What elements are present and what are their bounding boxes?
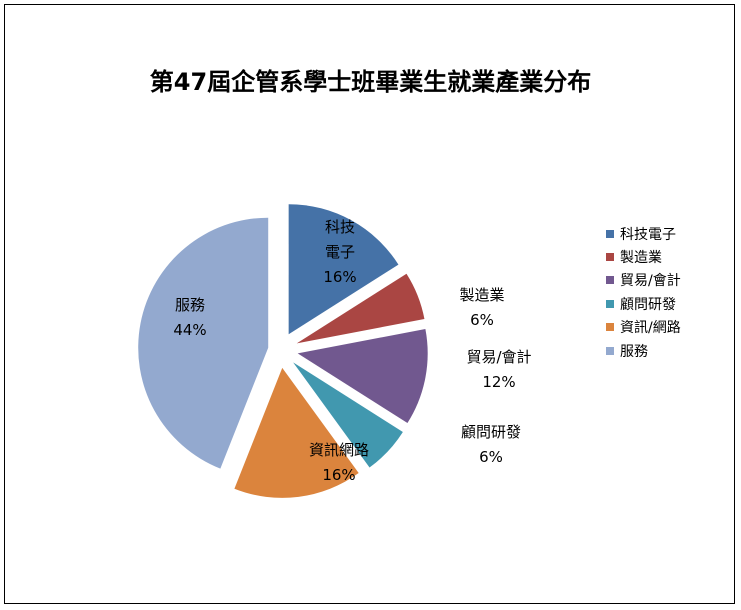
chart-title: 第47屆企管系學士班畢業生就業產業分布 <box>149 68 592 96</box>
legend-swatch <box>606 346 614 355</box>
pie-slice <box>288 204 399 335</box>
slice-label: 製造業 6% <box>459 286 504 329</box>
legend-swatch <box>606 323 614 332</box>
legend-label: 貿易/會計 <box>620 273 681 290</box>
pie-slice <box>296 273 425 344</box>
legend-item: 服務 <box>606 339 681 362</box>
pie-slice <box>138 217 269 469</box>
slice-label: 服務 44% <box>173 296 206 339</box>
legend-item: 製造業 <box>606 245 681 268</box>
legend-label: 資訊/網路 <box>620 320 681 337</box>
legend-label: 顧問研發 <box>620 296 676 313</box>
pie-slice <box>234 367 359 498</box>
legend-swatch <box>606 276 614 285</box>
legend-label: 服務 <box>620 343 648 360</box>
legend: 科技電子 製造業 貿易/會計 顧問研發 資訊/網路 服務 <box>606 222 681 362</box>
legend-label: 科技電子 <box>620 226 676 243</box>
legend-swatch <box>606 253 614 262</box>
legend-swatch <box>606 299 614 308</box>
legend-item: 顧問研發 <box>606 292 681 315</box>
legend-item: 貿易/會計 <box>606 269 681 292</box>
pie-slice <box>293 362 403 468</box>
slice-label: 科技電子 16% <box>323 218 356 286</box>
pie-slice <box>297 329 428 424</box>
legend-item: 資訊/網路 <box>606 316 681 339</box>
legend-swatch <box>606 229 614 238</box>
legend-item: 科技電子 <box>606 222 681 245</box>
legend-label: 製造業 <box>620 250 662 267</box>
slice-label: 顧問研發 6% <box>461 423 521 466</box>
slice-label: 貿易/會計 12% <box>466 348 531 391</box>
slice-label: 資訊網路 16% <box>309 441 369 484</box>
